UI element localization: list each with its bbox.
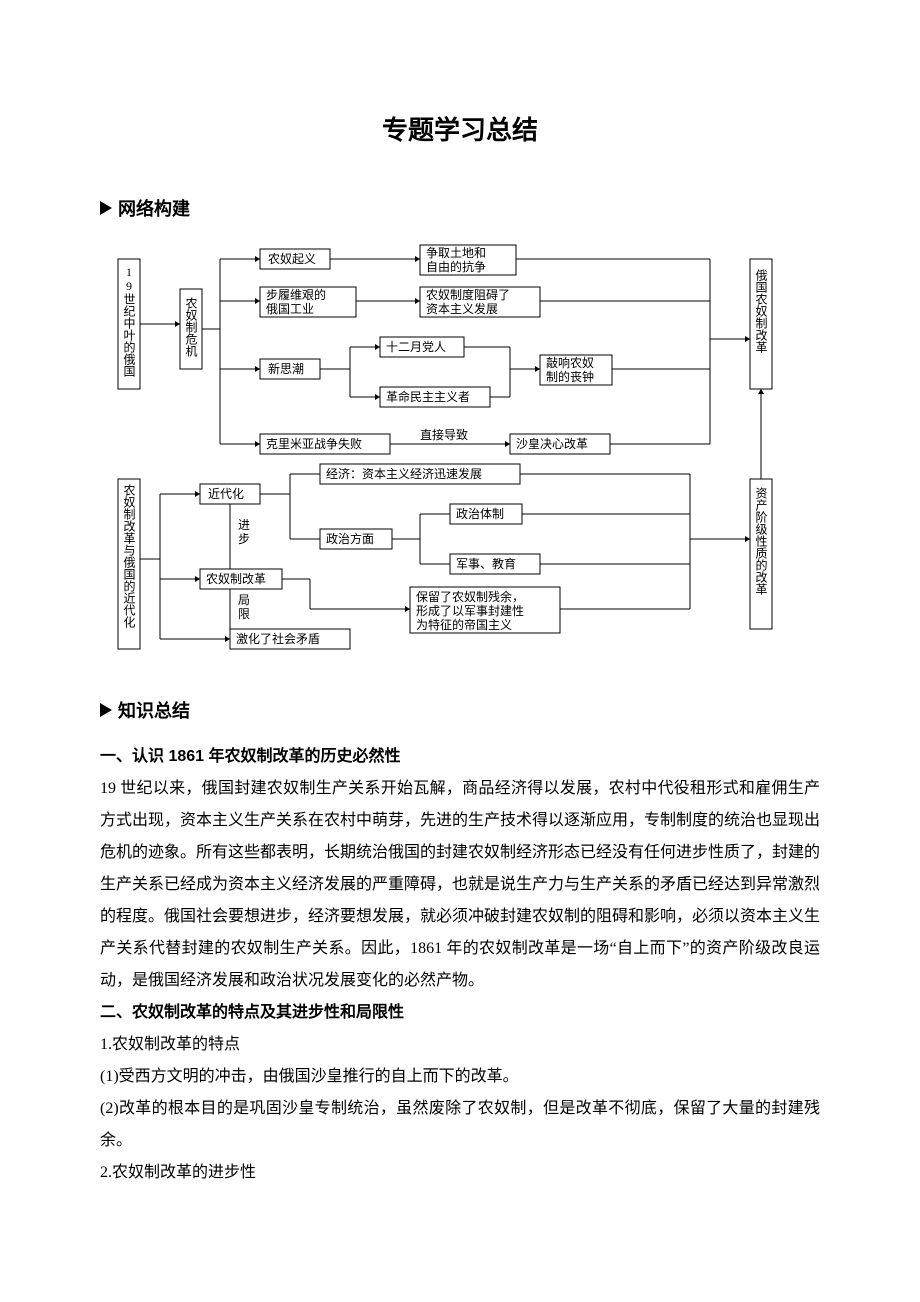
concept-diagram: 19世纪中叶的俄国 农奴制危机 农奴起义 争取土地和 自由的抗争 步履维艰的 俄… [110,239,810,669]
svg-text:克里米亚战争失败: 克里米亚战争失败 [266,436,362,451]
svg-text:沙皇决心改革: 沙皇决心改革 [516,437,588,451]
triangle-icon [100,703,112,717]
svg-text:政治体制: 政治体制 [456,507,504,521]
svg-text:资产阶级性质的改革: 资产阶级性质的改革 [754,487,768,595]
svg-text:敲响农奴: 敲响农奴 [546,355,594,370]
svg-text:农奴起义: 农奴起义 [268,252,316,266]
section-label: 网络构建 [118,195,190,221]
svg-text:进: 进 [238,518,250,532]
svg-text:为特征的帝国主义: 为特征的帝国主义 [416,617,512,632]
svg-text:政治方面: 政治方面 [326,531,374,546]
svg-text:争取土地和: 争取土地和 [426,246,486,260]
section-header-network: 网络构建 [100,195,820,221]
svg-text:俄国工业: 俄国工业 [266,302,314,316]
svg-text:限: 限 [238,607,250,621]
svg-text:俄国农奴制改革: 俄国农奴制改革 [754,269,768,353]
knowledge-body: 一、认识 1861 年农奴制改革的历史必然性 19 世纪以来，俄国封建农奴制生产… [100,741,820,1189]
svg-text:资本主义发展: 资本主义发展 [426,301,498,316]
triangle-icon [100,201,112,215]
svg-text:自由的抗争: 自由的抗争 [426,259,486,274]
svg-text:19世纪中叶的俄国: 19世纪中叶的俄国 [122,265,136,377]
svg-text:形成了以军事封建性: 形成了以军事封建性 [416,604,524,618]
svg-text:农奴制危机: 农奴制危机 [184,297,198,357]
page-title: 专题学习总结 [100,110,820,147]
svg-text:近代化: 近代化 [208,487,244,501]
svg-text:革命民主主义者: 革命民主主义者 [386,389,470,404]
svg-text:经济：资本主义经济迅速发展: 经济：资本主义经济迅速发展 [326,466,482,481]
section-label: 知识总结 [118,697,190,723]
paragraph: 19 世纪以来，俄国封建农奴制生产关系开始瓦解，商品经济得以发展，农村中代役租形… [100,773,820,997]
svg-text:农奴制度阻碍了: 农奴制度阻碍了 [426,287,510,302]
section-header-knowledge: 知识总结 [100,697,820,723]
heading-1: 一、认识 1861 年农奴制改革的历史必然性 [100,741,820,773]
svg-text:十二月党人: 十二月党人 [386,339,446,354]
svg-text:步履维艰的: 步履维艰的 [266,287,326,302]
svg-text:局: 局 [238,593,250,607]
paragraph: (1)受西方文明的冲击，由俄国沙皇推行的自上而下的改革。 [100,1061,820,1093]
paragraph: (2)改革的根本目的是巩固沙皇专制统治，虽然废除了农奴制，但是改革不彻底，保留了… [100,1093,820,1157]
svg-text:制的丧钟: 制的丧钟 [546,369,594,384]
svg-text:农奴制改革与俄国的近代化: 农奴制改革与俄国的近代化 [122,484,136,629]
svg-text:保留了农奴制残余，: 保留了农奴制残余， [416,589,524,604]
subheading: 1.农奴制改革的特点 [100,1029,820,1061]
svg-text:新思潮: 新思潮 [268,361,304,376]
svg-text:直接导致: 直接导致 [420,427,468,442]
svg-text:农奴制改革: 农奴制改革 [206,572,266,586]
svg-text:军事、教育: 军事、教育 [456,556,516,571]
heading-2: 二、农奴制改革的特点及其进步性和局限性 [100,997,820,1029]
subheading: 2.农奴制改革的进步性 [100,1157,820,1189]
svg-text:激化了社会矛盾: 激化了社会矛盾 [236,631,320,646]
svg-text:步: 步 [238,532,250,546]
